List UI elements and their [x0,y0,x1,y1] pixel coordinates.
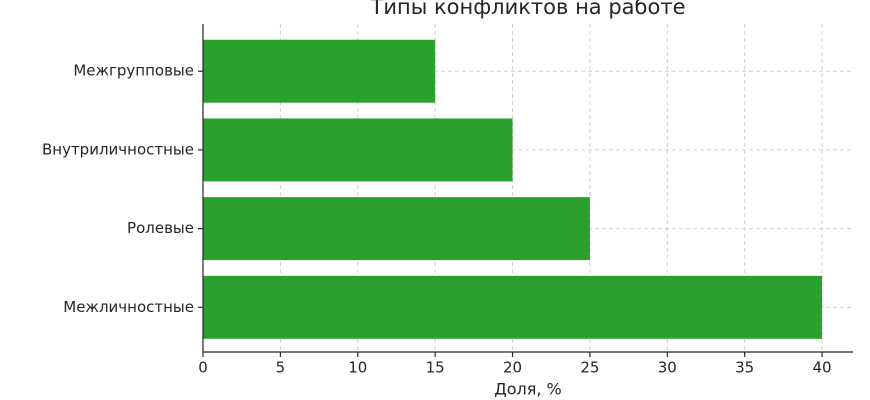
bar [203,39,436,103]
x-tick-label: 15 [426,359,445,377]
bar [203,275,823,339]
y-tick-label: Ролевые [127,219,194,237]
y-tick-label: Межгрупповые [73,62,194,80]
x-tick-label: 20 [503,359,522,377]
bar [203,197,590,261]
bar [203,118,513,182]
x-tick-label: 30 [658,359,677,377]
x-tick-label: 0 [198,359,208,377]
x-tick-label: 40 [813,359,832,377]
y-tick-label: Межличностные [63,298,194,316]
x-tick-label: 35 [735,359,754,377]
x-tick-label: 5 [276,359,286,377]
y-tick-label: Внутриличностные [42,140,194,158]
x-axis-label: Доля, % [494,380,562,399]
chart-title: Типы конфликтов на работе [370,0,686,19]
x-tick-label: 25 [580,359,599,377]
x-tick-label: 10 [348,359,367,377]
